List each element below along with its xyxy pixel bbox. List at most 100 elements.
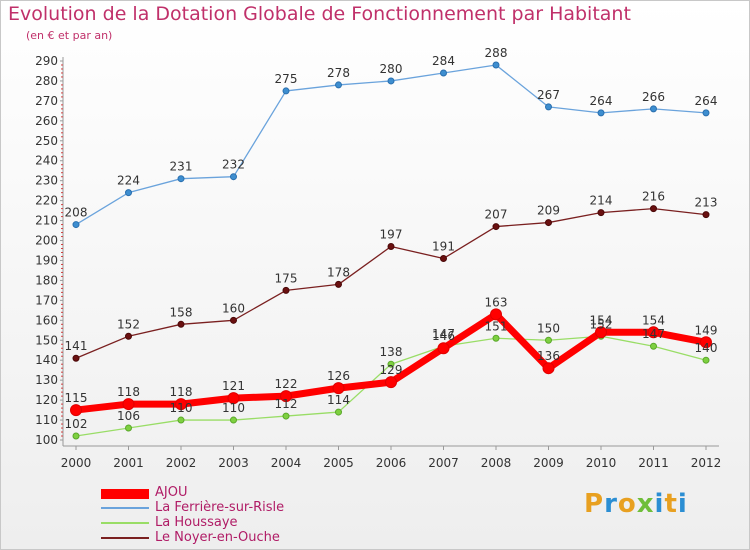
y-minor-tick — [61, 263, 63, 265]
data-label: 207 — [485, 208, 508, 222]
data-label: 126 — [327, 369, 350, 383]
data-label: 147 — [432, 327, 455, 341]
y-tick-label: 180 — [35, 273, 58, 287]
data-label: 214 — [590, 194, 613, 208]
y-minor-tick — [61, 311, 63, 313]
data-point — [335, 280, 342, 288]
data-point — [650, 205, 657, 213]
y-minor-tick — [61, 88, 63, 90]
x-tick-label: 2012 — [691, 456, 722, 470]
y-minor-tick — [61, 112, 63, 114]
data-point — [177, 416, 185, 424]
data-point — [335, 408, 342, 416]
logo-letter: P — [584, 489, 605, 519]
y-minor-tick — [61, 172, 63, 174]
y-minor-tick — [61, 144, 63, 146]
data-point — [177, 175, 185, 183]
logo-letter: i — [654, 489, 665, 519]
data-label: 129 — [380, 363, 403, 377]
data-label: 288 — [485, 46, 508, 60]
data-point — [647, 326, 660, 339]
data-point — [545, 103, 552, 111]
y-minor-tick — [61, 375, 63, 377]
data-point — [72, 221, 80, 229]
data-label: 208 — [65, 206, 88, 220]
y-minor-tick — [61, 335, 63, 337]
data-label: 152 — [117, 317, 140, 331]
y-tick-label: 160 — [35, 313, 58, 327]
data-point — [227, 392, 240, 405]
x-tick-label: 2007 — [428, 456, 459, 470]
y-tick-label: 290 — [35, 54, 58, 68]
y-minor-tick — [61, 228, 63, 230]
y-minor-tick — [61, 331, 63, 333]
y-tick-label: 140 — [35, 353, 58, 367]
y-minor-tick — [61, 267, 63, 269]
data-point — [440, 69, 447, 77]
data-label: 275 — [275, 72, 298, 86]
data-point — [230, 416, 237, 424]
y-minor-tick — [61, 403, 63, 405]
data-label: 163 — [485, 295, 508, 309]
y-minor-tick — [61, 347, 63, 349]
data-label: 213 — [695, 196, 718, 210]
proxiti-logo: Proxiti — [584, 489, 688, 519]
data-label: 110 — [222, 401, 245, 415]
y-minor-tick — [61, 192, 63, 194]
data-point — [70, 404, 82, 417]
data-point — [282, 87, 290, 95]
data-label: 102 — [65, 417, 88, 431]
x-tick-label: 2009 — [533, 456, 564, 470]
data-point — [72, 354, 80, 362]
logo-letter: x — [636, 489, 655, 519]
y-minor-tick — [61, 72, 63, 74]
y-minor-tick — [61, 287, 63, 289]
data-label: 122 — [275, 377, 298, 391]
data-label: 121 — [222, 379, 245, 393]
data-label: 264 — [695, 94, 718, 108]
data-label: 146 — [432, 329, 455, 343]
data-label: 136 — [537, 349, 560, 363]
data-point — [332, 382, 345, 395]
data-label: 152 — [590, 317, 613, 331]
data-point — [387, 360, 395, 368]
y-minor-tick — [61, 208, 63, 210]
data-label: 158 — [170, 305, 193, 319]
data-point — [492, 223, 500, 231]
y-tick-label: 280 — [35, 74, 58, 88]
data-label: 209 — [537, 204, 560, 218]
y-minor-tick — [61, 156, 63, 158]
y-minor-tick — [61, 216, 63, 218]
y-minor-tick — [61, 355, 63, 357]
legend-swatch — [101, 507, 149, 509]
y-tick-label: 100 — [35, 433, 58, 447]
data-point — [492, 61, 500, 69]
data-label: 278 — [327, 66, 350, 80]
y-minor-tick — [61, 236, 63, 238]
y-minor-tick — [61, 84, 63, 86]
series-points — [70, 61, 712, 440]
data-point — [72, 432, 80, 440]
y-minor-tick — [61, 168, 63, 170]
y-minor-tick — [61, 383, 63, 385]
y-tick-label: 230 — [35, 174, 58, 188]
y-tick-label: 220 — [35, 194, 58, 208]
data-point — [125, 424, 132, 432]
data-point — [702, 211, 710, 219]
y-tick-label: 120 — [35, 393, 58, 407]
data-point — [597, 209, 605, 217]
data-point — [335, 81, 342, 89]
y-minor-tick — [61, 351, 63, 353]
y-tick-label: 270 — [35, 94, 58, 108]
y-minor-tick — [61, 184, 63, 186]
logo-letter: o — [617, 489, 637, 519]
axes: 100 110 120 130 140 150 160 170 180 190 200 210 220 2… — [35, 54, 721, 470]
y-minor-tick — [61, 116, 63, 118]
data-point — [282, 286, 290, 294]
data-label: 114 — [327, 393, 350, 407]
data-point — [492, 334, 500, 342]
data-label: 118 — [117, 385, 140, 399]
y-minor-tick — [61, 327, 63, 329]
data-point — [542, 362, 555, 375]
legend-label: La Houssaye — [155, 515, 238, 530]
